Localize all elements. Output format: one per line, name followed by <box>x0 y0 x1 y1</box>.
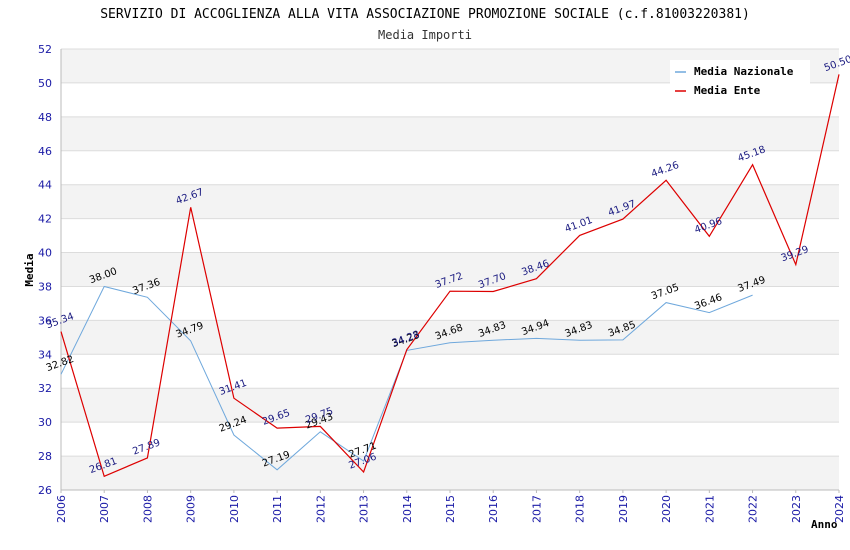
y-tick-label: 32 <box>38 382 52 395</box>
legend-box <box>670 60 810 101</box>
x-tick-labels: 2006 2007 2008 2009 2010 2011 2012 2013 2014 2015… <box>55 490 846 523</box>
y-tick-label: 36 <box>38 314 52 327</box>
y-tick-label: 46 <box>38 145 52 158</box>
y-tick-label: 34 <box>38 348 52 361</box>
x-tick-label: 2021 <box>703 495 716 523</box>
x-tick-label: 2018 <box>574 495 587 523</box>
x-tick-label: 2024 <box>833 495 846 523</box>
y-tick-label: 30 <box>38 416 52 429</box>
series-lines <box>60 74 840 478</box>
x-tick-label: 2014 <box>401 495 414 523</box>
data-label-nazionale: 36.46 <box>693 292 724 312</box>
grid-band <box>61 456 839 490</box>
x-tick-label: 2011 <box>271 495 284 523</box>
grid-bands <box>61 49 839 490</box>
data-label-ente: 44.26 <box>650 160 681 180</box>
x-tick-label: 2006 <box>55 495 68 523</box>
chart-subtitle: Media Importi <box>378 28 472 42</box>
series-line-nazionale <box>60 285 753 471</box>
y-tick-labels: 26 28 30 32 34 36 38 40 42 44 46 48 50 52 <box>38 43 52 497</box>
y-tick-label: 44 <box>38 179 52 192</box>
x-tick-label: 2019 <box>617 495 630 523</box>
x-tick-label: 2022 <box>747 495 760 523</box>
grid-band <box>61 388 839 423</box>
x-tick-label: 2010 <box>228 495 241 523</box>
x-tick-label: 2017 <box>530 495 543 523</box>
y-tick-label: 40 <box>38 247 52 260</box>
chart-title: SERVIZIO DI ACCOGLIENZA ALLA VITA ASSOCI… <box>100 7 750 22</box>
y-tick-label: 26 <box>38 484 52 497</box>
y-tick-label: 48 <box>38 111 52 124</box>
x-tick-label: 2023 <box>790 495 803 523</box>
y-tick-label: 50 <box>38 77 52 90</box>
grid-band <box>61 116 839 151</box>
x-tick-label: 2009 <box>185 495 198 523</box>
y-tick-label: 52 <box>38 43 52 56</box>
x-tick-label: 2020 <box>660 495 673 523</box>
x-tick-label: 2013 <box>358 495 371 523</box>
y-tick-label: 42 <box>38 213 52 226</box>
legend-label-nazionale: Media Nazionale <box>694 65 794 78</box>
grid-band <box>61 184 839 219</box>
grid-band <box>61 252 839 287</box>
y-tick-label: 28 <box>38 450 52 463</box>
y-tick-label: 38 <box>38 280 52 293</box>
series-line-ente <box>60 74 840 478</box>
x-axis-title: Anno <box>811 518 838 531</box>
x-tick-label: 2015 <box>444 495 457 523</box>
legend-label-ente: Media Ente <box>694 84 761 97</box>
legend: Media Nazionale Media Ente <box>670 60 810 101</box>
grid-band <box>61 320 839 355</box>
x-tick-label: 2008 <box>141 495 154 523</box>
x-tick-label: 2012 <box>314 495 327 523</box>
y-axis-title: Media <box>23 253 36 286</box>
data-label-ente: 27.89 <box>131 437 162 457</box>
x-tick-label: 2007 <box>98 495 111 523</box>
x-tick-label: 2016 <box>487 495 500 523</box>
